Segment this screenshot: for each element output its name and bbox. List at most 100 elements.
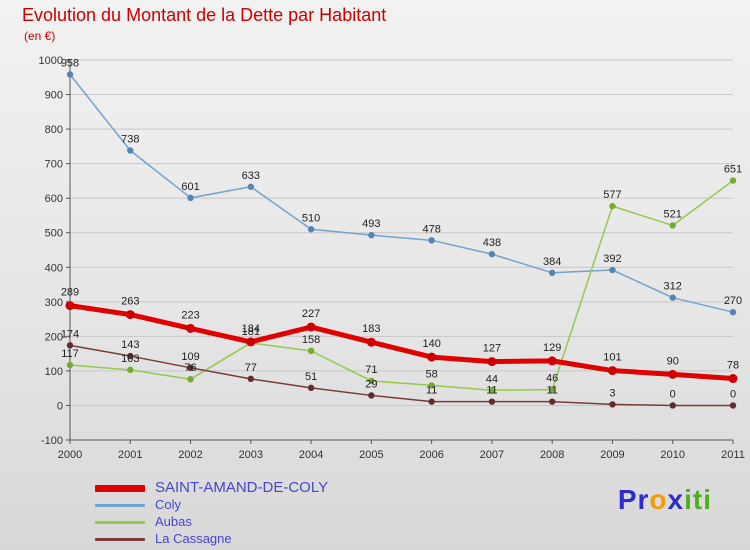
y-axis-label: 300	[45, 297, 63, 309]
x-axis-label: 2007	[480, 449, 504, 461]
data-point	[307, 384, 315, 392]
data-point	[609, 202, 616, 210]
chart-subtitle: (en €)	[24, 29, 56, 43]
logo-letter: P	[617, 484, 638, 515]
data-label: 44	[486, 373, 498, 385]
data-label: 438	[483, 237, 501, 249]
x-axis-label: 2001	[118, 449, 142, 461]
data-label: 478	[422, 223, 440, 235]
legend-row: La Cassagne	[95, 531, 328, 547]
x-axis-label: 2009	[600, 449, 624, 461]
y-axis-label: 500	[45, 228, 63, 240]
data-label: 601	[181, 181, 199, 193]
data-label: 270	[724, 295, 742, 307]
logo-letter: x	[667, 484, 685, 515]
data-label: 11	[546, 385, 557, 397]
data-point	[127, 147, 134, 154]
data-point	[246, 337, 256, 347]
data-label: 174	[61, 328, 79, 340]
data-point	[366, 337, 376, 347]
y-axis-label: 200	[45, 331, 63, 343]
data-point	[368, 231, 375, 239]
data-label: 184	[242, 323, 260, 335]
data-label: 58	[426, 368, 438, 380]
data-label: 78	[727, 360, 739, 372]
data-label: 109	[181, 351, 199, 363]
y-axis-label: 1000	[39, 55, 63, 67]
data-label: 493	[362, 218, 380, 230]
chart-title: Evolution du Montant de la Dette par Hab…	[22, 5, 387, 25]
data-point	[728, 374, 738, 384]
data-point	[66, 361, 74, 369]
data-point	[729, 308, 737, 316]
data-label: 510	[302, 212, 320, 224]
series-line-saint-amand-de-coly	[67, 303, 736, 382]
data-point	[488, 250, 496, 258]
data-label: 140	[422, 338, 440, 350]
legend-swatch	[95, 520, 145, 524]
data-point	[548, 398, 556, 405]
logo-letter: i	[684, 484, 693, 515]
data-point	[607, 366, 617, 376]
data-point	[548, 269, 556, 276]
data-label: 181	[242, 326, 260, 338]
data-label: 0	[730, 388, 736, 400]
y-axis-label: 800	[45, 124, 63, 136]
data-point	[609, 266, 616, 274]
data-point	[548, 386, 556, 393]
y-axis-label: 600	[45, 193, 63, 205]
legend-swatch	[95, 484, 145, 492]
data-label: 392	[603, 253, 621, 265]
data-point	[669, 294, 676, 301]
data-label: 101	[603, 352, 621, 364]
data-label: 129	[543, 342, 561, 354]
y-axis-label: 400	[45, 262, 63, 274]
y-axis-label: -100	[41, 435, 63, 447]
data-point	[547, 356, 557, 366]
data-point	[65, 301, 75, 311]
data-label: 103	[121, 353, 139, 365]
data-label: 77	[245, 362, 257, 374]
logo-letter: i	[703, 484, 712, 515]
data-point	[187, 194, 194, 202]
x-axis-label: 2005	[359, 449, 383, 461]
data-point	[428, 382, 435, 389]
data-point	[669, 222, 676, 229]
data-label: 651	[724, 164, 742, 176]
legend-row: Coly	[95, 497, 328, 513]
data-label: 127	[483, 343, 501, 355]
data-label: 738	[121, 134, 139, 146]
data-label: 46	[546, 373, 558, 385]
data-label: 71	[365, 364, 377, 376]
x-axis-label: 2003	[239, 449, 263, 461]
data-label: 143	[121, 339, 139, 351]
x-axis-label: 2011	[721, 449, 745, 461]
data-point	[729, 402, 737, 409]
data-point	[368, 377, 375, 385]
y-axis-label: 900	[45, 90, 63, 102]
data-label: 384	[543, 256, 561, 268]
data-point	[247, 183, 255, 190]
data-label: 0	[670, 388, 676, 400]
data-point	[307, 347, 315, 355]
data-label: 158	[302, 334, 320, 346]
data-point	[428, 398, 435, 405]
legend-row: SAINT-AMAND-DE-COLY	[95, 480, 328, 496]
x-axis-label: 2002	[178, 449, 202, 461]
data-label: 76	[184, 362, 196, 374]
data-label: 3	[609, 387, 615, 399]
data-label: 958	[61, 58, 79, 70]
data-point	[307, 226, 315, 233]
data-point	[127, 352, 134, 360]
data-label: 117	[61, 348, 79, 360]
legend-label: La Cassagne	[155, 531, 232, 546]
logo-letter: t	[692, 484, 704, 515]
legend-row: Aubas	[95, 514, 328, 530]
data-point	[428, 237, 435, 244]
legend: SAINT-AMAND-DE-COLY Coly Aubas La Cassagne	[95, 480, 328, 547]
data-label: 11	[486, 385, 497, 397]
data-label: 521	[664, 208, 682, 220]
legend-swatch	[95, 503, 145, 507]
data-point	[127, 366, 134, 374]
proxiti-logo: Proxiti	[618, 484, 712, 516]
